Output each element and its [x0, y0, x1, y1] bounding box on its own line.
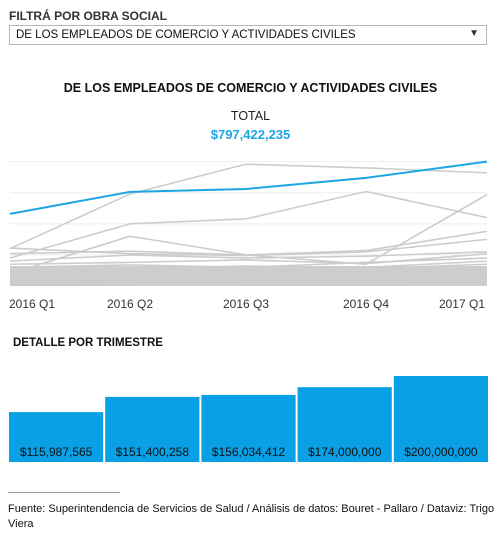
other-series-line: [9, 260, 488, 272]
other-series-line: [9, 272, 488, 280]
bar[interactable]: [201, 394, 296, 462]
bar-value-label: $200,000,000: [404, 445, 478, 459]
bar[interactable]: [105, 396, 200, 462]
chart-title: DE LOS EMPLEADOS DE COMERCIO Y ACTIVIDAD…: [63, 81, 438, 95]
x-tick-label: 2016 Q3: [223, 297, 269, 311]
triangle-down-icon: ▼: [469, 28, 479, 39]
obra-social-select[interactable]: DE LOS EMPLEADOS DE COMERCIO Y ACTIVIDAD…: [9, 25, 487, 45]
detail-title: DETALLE POR TRIMESTRE: [13, 337, 163, 349]
source-rule: [8, 492, 120, 493]
other-series-line: [9, 263, 488, 274]
x-tick-label: 2016 Q4: [343, 297, 389, 311]
other-series-line: [9, 269, 488, 278]
line-chart: 2016 Q1 2016 Q2 2016 Q3 2016 Q4 2017 Q1: [9, 160, 488, 311]
total-value: $797,422,235: [210, 127, 291, 142]
bar[interactable]: [9, 412, 104, 462]
other-series-line: [9, 283, 488, 287]
other-series-line: [9, 280, 488, 285]
filter-label: FILTRÁ POR OBRA SOCIAL: [9, 9, 167, 23]
other-series-line: [9, 257, 488, 269]
bar-value-label: $151,400,258: [116, 445, 190, 459]
bar-value-label: $174,000,000: [308, 445, 382, 459]
source-text: Fuente: Superintendencia de Servicios de…: [8, 503, 495, 530]
select-value: DE LOS EMPLEADOS DE COMERCIO Y ACTIVIDAD…: [16, 29, 356, 41]
x-tick-label: 2017 Q1: [439, 297, 485, 311]
x-tick-label: 2016 Q2: [107, 297, 153, 311]
other-series-line: [9, 275, 488, 282]
bar[interactable]: [393, 376, 488, 462]
other-series-line: [9, 163, 488, 250]
other-series-line: [9, 278, 488, 284]
other-series-line: [9, 238, 488, 257]
bar-chart: $115,987,565 $151,400,258 $156,034,412 $174…: [9, 376, 488, 462]
other-series-line: [9, 251, 488, 262]
bar[interactable]: [297, 387, 392, 462]
bar-value-label: $115,987,565: [20, 445, 93, 459]
other-series-line: [9, 266, 488, 276]
bar-value-label: $156,034,412: [212, 445, 286, 459]
x-tick-label: 2016 Q1: [9, 297, 55, 311]
total-label: TOTAL: [230, 109, 271, 123]
other-series-line: [9, 190, 488, 259]
